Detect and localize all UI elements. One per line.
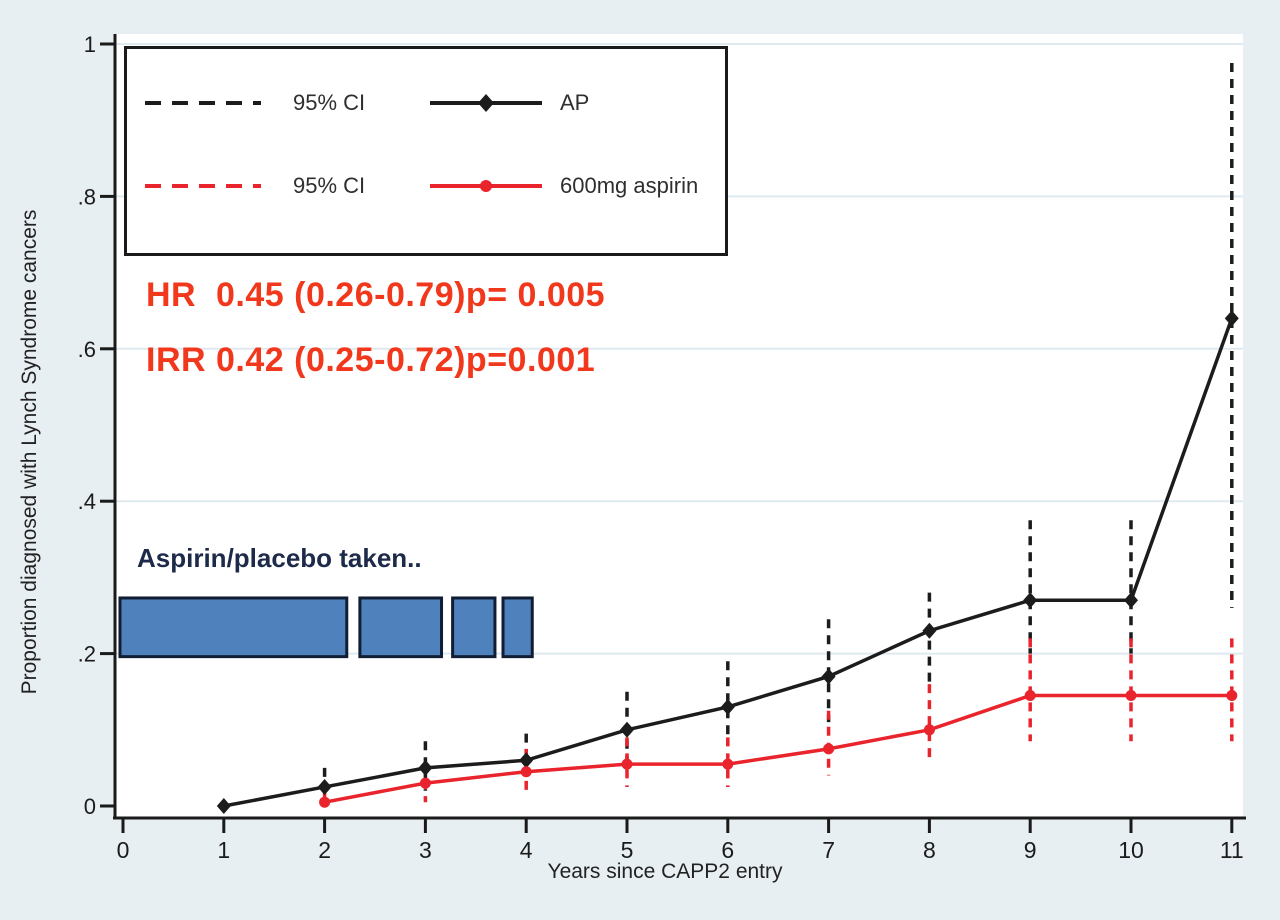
treatment-bar [118,596,349,659]
x-tick-label: 0 [117,837,130,863]
x-tick-label: 10 [1118,837,1144,863]
ap-diamond-marker-icon [821,668,836,685]
ap-diamond-marker-icon [317,778,332,795]
x-tick-label: 3 [419,837,432,863]
legend-aspirin-ci-label: 95% CI [293,173,366,198]
y-tick-label: .4 [78,489,96,514]
incidence-rate-ratio-text: IRR 0.42 (0.25-0.72)p=0.001 [146,341,596,379]
aspirin-circle-marker-icon [823,743,835,755]
ap-diamond-marker-icon [1124,592,1138,609]
x-tick-label: 5 [621,837,634,863]
legend-ap-line-sample [430,94,542,112]
treatment-bars-label: Aspirin/placebo taken.. [137,543,422,573]
x-tick-label: 7 [822,837,835,863]
legend-aspirin-circle-marker-icon [480,180,492,192]
ap-diamond-marker-icon [922,622,937,639]
aspirin-circle-marker-icon [520,766,532,778]
x-tick-label: 2 [318,837,331,863]
treatment-bar [358,596,444,659]
legend-aspirin-line-sample [430,180,542,192]
legend-ap-ci-sample [145,101,261,105]
aspirin-circle-marker-icon [621,758,633,770]
x-tick-label: 4 [520,837,533,863]
ap-diamond-marker-icon [1023,592,1038,609]
ap-diamond-marker-icon [418,759,433,776]
legend-box: 95% CI AP 95% CI 600mg aspirin [124,46,728,256]
y-tick-label: 0 [84,794,96,819]
aspirin-circle-marker-icon [319,796,331,808]
y-axis-title: Proportion diagnosed with Lynch Syndrome… [18,209,41,695]
x-tick-label: 11 [1220,837,1244,863]
ap-diamond-marker-icon [720,698,735,715]
x-tick-label: 8 [923,837,936,863]
legend-ap-diamond-marker-icon [478,94,494,112]
aspirin-circle-marker-icon [1024,690,1036,702]
aspirin-circle-marker-icon [722,758,734,770]
legend-row-aspirin: 95% CI 600mg aspirin [127,171,725,201]
aspirin-circle-marker-icon [1125,690,1137,702]
aspirin-circle-marker-icon [923,724,935,736]
treatment-bar [451,596,497,659]
legend-aspirin-ci-sample [145,184,261,188]
ap-diamond-marker-icon [1224,310,1239,327]
treatment-bar [501,596,534,659]
hazard-ratio-text: HR 0.45 (0.26-0.79)p= 0.005 [146,276,606,314]
x-axis-title: Years since CAPP2 entry [547,860,783,883]
aspirin-circle-marker-icon [419,777,431,789]
legend-row-ap: 95% CI AP [127,88,725,118]
legend-ap-label: AP [560,90,590,115]
x-tick-label: 9 [1024,837,1037,863]
ap-diamond-marker-icon [216,798,231,814]
aspirin-circle-marker-icon [1226,690,1238,702]
ap-diamond-marker-icon [620,721,634,738]
y-tick-label: .6 [78,337,96,362]
x-tick-label: 6 [721,837,734,863]
legend-ap-ci-label: 95% CI [293,90,366,115]
aspirin-series-line [324,693,1232,804]
ap-diamond-marker-icon [519,752,534,769]
x-tick-label: 1 [217,837,230,863]
y-tick-label: 1 [84,32,96,57]
y-tick-label: .2 [78,642,96,667]
y-tick-label: .8 [78,184,96,209]
legend-aspirin-label: 600mg aspirin [560,173,699,198]
